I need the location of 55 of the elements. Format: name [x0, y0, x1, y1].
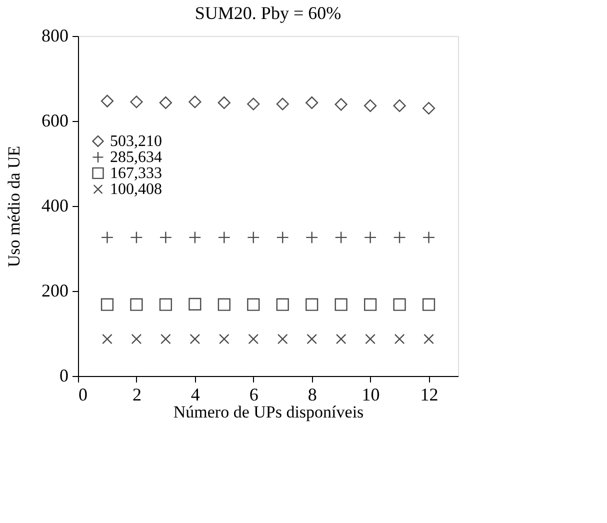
y-tick-label: 0 [60, 366, 68, 386]
point [334, 298, 348, 311]
legend-label: 285,634 [110, 149, 162, 166]
point [100, 298, 114, 311]
x-tick-label: 12 [420, 384, 438, 404]
x-tick-label: 8 [308, 384, 317, 404]
point [276, 298, 289, 311]
point [160, 334, 171, 344]
point [276, 98, 289, 110]
point [190, 334, 200, 344]
point [424, 334, 434, 344]
point [306, 298, 318, 311]
point [131, 334, 142, 344]
x-tick-label: 0 [78, 384, 88, 404]
y-axis-title: Uso médio da UE [4, 146, 24, 268]
x-tick-label: 4 [190, 384, 200, 404]
point [159, 298, 172, 311]
point [159, 96, 172, 110]
y-tick-label: 200 [42, 280, 68, 300]
y-tick-label: 800 [42, 26, 68, 46]
point [306, 334, 318, 344]
point [247, 298, 260, 311]
point [334, 98, 348, 111]
y-tick-label: 600 [42, 110, 68, 130]
legend-label: 167,333 [110, 165, 162, 182]
point [102, 334, 112, 344]
point [218, 334, 230, 344]
legend-label: 503,210 [110, 133, 162, 150]
point [422, 298, 436, 311]
point [100, 94, 114, 108]
point [365, 334, 376, 344]
legend-label: 100,408 [110, 181, 162, 198]
x-tick-label: 10 [362, 384, 380, 404]
point [188, 96, 202, 108]
x-axis-title: Número de UPs disponíveis [173, 402, 364, 422]
y-tick-label: 400 [42, 196, 68, 216]
point [130, 298, 143, 311]
point [218, 298, 230, 311]
point [393, 99, 406, 112]
point [336, 334, 346, 344]
point [218, 96, 230, 110]
x-tick-label: 6 [249, 384, 258, 404]
point [277, 334, 288, 344]
point [306, 96, 318, 110]
x-tick-label: 2 [132, 384, 142, 404]
point [422, 102, 436, 115]
point [130, 96, 143, 108]
chart-title: SUM20. Pby = 60% [194, 3, 342, 23]
point [188, 298, 202, 310]
point [248, 334, 259, 344]
point [364, 298, 377, 311]
point [364, 99, 377, 112]
point [247, 98, 260, 110]
point [393, 298, 406, 311]
point [394, 334, 405, 344]
